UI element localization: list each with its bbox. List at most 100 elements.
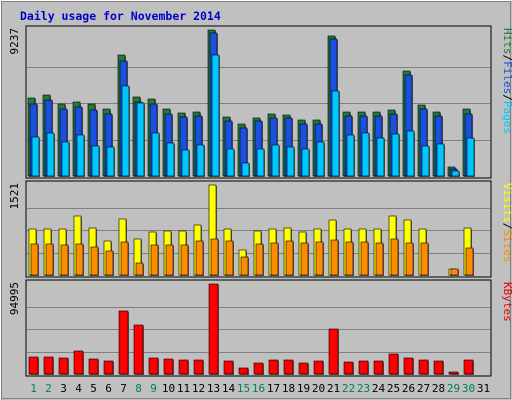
bar-sites-day-20 <box>315 241 324 276</box>
day-label-28: 28 <box>432 382 445 395</box>
day-label-22: 22 <box>342 382 355 395</box>
legend-kbytes: KBytes <box>501 282 512 322</box>
x-axis-day-labels: 1 2 3 4 5 6 7 8 9 10 11 12 13 14 15 16 17 18 19 20 21 22 23 24 2… <box>30 382 490 395</box>
bar-kbytes-day-19 <box>298 362 309 375</box>
day-label-21: 21 <box>327 382 340 395</box>
bar-sites-day-27 <box>420 242 429 276</box>
day-label-29: 29 <box>447 382 460 395</box>
day-label-25: 25 <box>387 382 400 395</box>
day-label-24: 24 <box>372 382 386 395</box>
bar-pages-day-2 <box>46 132 55 177</box>
bar-sites-day-14 <box>225 240 234 276</box>
bar-sites-day-5 <box>90 246 99 276</box>
bar-pages-day-29 <box>451 170 460 177</box>
day-label-26: 26 <box>402 382 415 395</box>
day-label-23: 23 <box>357 382 370 395</box>
day-label-8: 8 <box>135 382 142 395</box>
day-label-30: 30 <box>462 382 475 395</box>
day-label-20: 20 <box>312 382 325 395</box>
bar-sites-day-24 <box>375 242 384 276</box>
bar-pages-day-13 <box>211 54 220 177</box>
bar-pages-day-22 <box>346 134 355 177</box>
bar-sites-day-30 <box>465 247 474 276</box>
day-label-17: 17 <box>267 382 280 395</box>
legend-entry-kbytes: KBytes <box>501 282 512 322</box>
bar-sites-day-29 <box>450 268 459 276</box>
bar-sites-day-16 <box>255 243 264 276</box>
day-label-10: 10 <box>162 382 175 395</box>
bar-kbytes-day-23 <box>358 360 369 375</box>
y-max-label: 1521 <box>8 183 21 210</box>
day-label-2: 2 <box>45 382 52 395</box>
bar-kbytes-day-22 <box>343 361 354 375</box>
bar-sites-day-23 <box>360 241 369 276</box>
bar-kbytes-day-11 <box>178 359 189 375</box>
bar-pages-day-10 <box>166 142 175 177</box>
bar-sites-day-25 <box>390 238 399 276</box>
bar-kbytes-day-3 <box>58 357 69 375</box>
legend-entry-sites: Sites <box>501 229 512 262</box>
day-label-7: 7 <box>120 382 127 395</box>
bar-pages-day-25 <box>391 133 400 177</box>
legend-separator: / <box>501 94 512 101</box>
legend-entry-files: Files <box>501 61 512 94</box>
bar-sites-day-19 <box>300 242 309 276</box>
bar-sites-day-3 <box>60 244 69 276</box>
bar-pages-day-24 <box>376 137 385 177</box>
bar-pages-day-26 <box>406 130 415 177</box>
bar-pages-day-21 <box>331 90 340 177</box>
bar-sites-day-22 <box>345 241 354 276</box>
bar-pages-day-8 <box>136 102 145 177</box>
bar-pages-day-19 <box>301 148 310 177</box>
bar-pages-day-12 <box>196 144 205 177</box>
day-label-31: 31 <box>477 382 490 395</box>
day-label-4: 4 <box>75 382 82 395</box>
day-label-14: 14 <box>222 382 236 395</box>
bar-kbytes-day-27 <box>418 359 429 375</box>
bar-sites-day-15 <box>240 256 249 276</box>
day-label-1: 1 <box>30 382 37 395</box>
legend-entry-pages: Pages <box>501 101 512 134</box>
bar-sites-day-8 <box>135 262 144 276</box>
bar-pages-day-5 <box>91 145 100 177</box>
bar-kbytes-day-24 <box>373 360 384 375</box>
bar-pages-day-27 <box>421 145 430 177</box>
legend-entry-hits: Hits <box>501 28 512 55</box>
day-label-12: 12 <box>192 382 205 395</box>
legend-separator: / <box>501 55 512 62</box>
bar-sites-day-12 <box>195 240 204 276</box>
bar-pages-day-16 <box>256 148 265 177</box>
day-label-11: 11 <box>177 382 190 395</box>
bar-sites-day-17 <box>270 242 279 276</box>
bar-pages-day-23 <box>361 132 370 177</box>
bar-sites-day-11 <box>180 244 189 276</box>
bar-sites-day-2 <box>45 243 54 276</box>
bar-kbytes-day-12 <box>193 359 204 375</box>
legend-separator: / <box>501 223 512 230</box>
bar-pages-day-28 <box>436 143 445 177</box>
bar-kbytes-day-20 <box>313 360 324 375</box>
bar-pages-day-20 <box>316 141 325 177</box>
bar-kbytes-day-21 <box>328 328 339 375</box>
bar-pages-day-18 <box>286 146 295 177</box>
bar-pages-day-7 <box>121 85 130 177</box>
day-label-15: 15 <box>237 382 250 395</box>
bar-kbytes-day-5 <box>88 358 99 375</box>
day-label-16: 16 <box>252 382 265 395</box>
bar-pages-day-1 <box>31 136 40 177</box>
bar-pages-day-9 <box>151 132 160 177</box>
bar-kbytes-day-15 <box>238 367 249 375</box>
bar-sites-day-21 <box>330 239 339 276</box>
day-label-13: 13 <box>207 382 220 395</box>
y-max-label: 94995 <box>8 282 21 315</box>
bar-kbytes-day-25 <box>388 353 399 375</box>
bar-kbytes-day-10 <box>163 358 174 375</box>
bar-kbytes-day-4 <box>73 350 84 375</box>
bar-sites-day-7 <box>120 241 129 276</box>
chart-title: Daily usage for November 2014 <box>20 9 221 23</box>
day-label-3: 3 <box>60 382 67 395</box>
bar-kbytes-day-13 <box>208 283 219 375</box>
day-label-5: 5 <box>90 382 97 395</box>
